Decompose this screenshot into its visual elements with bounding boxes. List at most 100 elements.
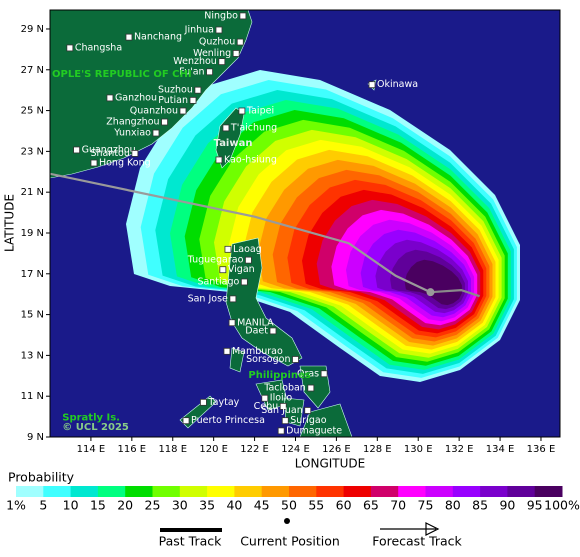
place-marker xyxy=(232,50,240,57)
legend-item: Forecast Track xyxy=(372,534,462,549)
place-label: Yunxiao xyxy=(113,128,151,139)
taiwan xyxy=(215,107,245,169)
place-marker xyxy=(307,384,315,392)
place-label: Ningbo xyxy=(204,10,238,21)
colorbar-bin xyxy=(261,486,290,497)
y-tick-label: 19 N xyxy=(21,228,44,239)
place-marker xyxy=(189,96,197,104)
place-label: Jinhua xyxy=(184,24,214,35)
place-label: MANILA xyxy=(237,317,274,328)
region-label: Philippines xyxy=(248,370,310,381)
place-marker xyxy=(206,68,213,76)
axes: LONGITUDE LATITUDE 114 E 116 E 118 E 120 E 1… xyxy=(3,24,556,471)
place-marker xyxy=(161,118,168,126)
y-tick-label: 23 N xyxy=(21,146,44,157)
map-frame xyxy=(49,9,561,438)
place-label: Mamburao xyxy=(232,346,283,357)
place-marker xyxy=(261,394,269,402)
colorbar-bin xyxy=(152,486,181,497)
current-position-key xyxy=(284,518,290,524)
place-label: Puerto Princesa xyxy=(191,415,265,426)
colorbar-bin xyxy=(316,486,345,497)
place-marker xyxy=(238,107,246,115)
colorbar-bin xyxy=(370,486,399,497)
place-marker xyxy=(152,129,160,137)
colorbar-label: 55 xyxy=(308,498,324,513)
colorbar-label: 20 xyxy=(117,498,133,513)
colorbar-label: 60 xyxy=(336,498,352,513)
place-marker xyxy=(292,356,299,363)
y-tick-label: 27 N xyxy=(21,65,44,76)
legend-item: Past Track xyxy=(159,534,222,549)
cebu-island xyxy=(283,397,305,427)
colorbar-bin xyxy=(343,486,372,497)
colorbar-label: 45 xyxy=(254,498,270,513)
place-label: Suzhou xyxy=(158,85,193,96)
colorbar-label: 65 xyxy=(363,498,379,513)
mindanao xyxy=(299,403,353,437)
place-label: Daet xyxy=(245,325,268,336)
place-label: Cebu xyxy=(254,401,279,412)
place-label: Quzhou xyxy=(199,37,235,48)
land xyxy=(50,10,377,437)
place-marker xyxy=(215,156,223,164)
forecast-track xyxy=(430,288,480,298)
current-position xyxy=(426,288,435,297)
colorbar-label: 95 xyxy=(527,498,543,513)
forecast-track-key xyxy=(380,522,440,536)
x-tick-label: 124 E xyxy=(281,444,310,455)
x-tick-label: 132 E xyxy=(445,444,474,455)
y-tick-label: 11 N xyxy=(21,391,44,402)
place-label: Guangzhou xyxy=(82,144,136,155)
colorbar-bin xyxy=(234,486,263,497)
place-marker xyxy=(269,327,277,335)
x-axis-title: LONGITUDE xyxy=(295,457,365,471)
colorbar-bin xyxy=(425,486,454,497)
place-label: Taipei xyxy=(246,105,274,116)
place-label: Vigan xyxy=(228,264,255,275)
colorbar-label: 80 xyxy=(445,498,461,513)
place-label: Surigao xyxy=(290,415,326,426)
x-tick-label: 134 E xyxy=(486,444,515,455)
place-marker xyxy=(228,319,236,327)
colorbar-bin xyxy=(16,486,44,497)
place-label: Dumaguete xyxy=(286,425,342,436)
colorbar-bin xyxy=(289,486,317,497)
track xyxy=(50,172,480,298)
place-marker xyxy=(215,26,223,34)
place-label: Nanchang xyxy=(134,32,182,43)
colorbar-label: 75 xyxy=(418,498,434,513)
colorbar-label: 70 xyxy=(390,498,406,513)
place-label: Putian xyxy=(158,95,188,106)
region-label: Taiwan xyxy=(214,138,253,149)
place-marker xyxy=(236,38,244,46)
x-tick-label: 120 E xyxy=(199,444,228,455)
colorbar-bin xyxy=(398,486,426,497)
x-tick-label: 136 E xyxy=(527,444,556,455)
place-marker xyxy=(229,295,237,303)
probability-level xyxy=(404,259,462,306)
place-marker xyxy=(200,398,207,406)
colorbar-label: 10 xyxy=(63,498,79,513)
x-tick-label: 118 E xyxy=(158,444,187,455)
colorbar-label: 85 xyxy=(472,498,488,513)
place-label: San Jose xyxy=(188,293,228,304)
x-tick-label: 128 E xyxy=(363,444,392,455)
region-label: © UCL 2025 xyxy=(62,422,129,433)
place-marker xyxy=(218,58,226,66)
place-label: Ganzhou xyxy=(115,92,157,103)
legend-item: Current Position xyxy=(240,534,340,549)
colorbar-bin xyxy=(43,486,72,497)
place-label: Wenzhou xyxy=(173,56,217,67)
place-marker xyxy=(66,44,74,52)
probability-swath xyxy=(126,70,520,382)
colorbar-bin xyxy=(480,486,508,497)
place-marker xyxy=(131,150,139,157)
place-marker xyxy=(179,107,187,115)
legend-title: Probability xyxy=(8,470,75,485)
colorbar-label: 40 xyxy=(226,498,242,513)
place-label: Taytay xyxy=(207,397,239,408)
colorbar-label: 50 xyxy=(281,498,297,513)
